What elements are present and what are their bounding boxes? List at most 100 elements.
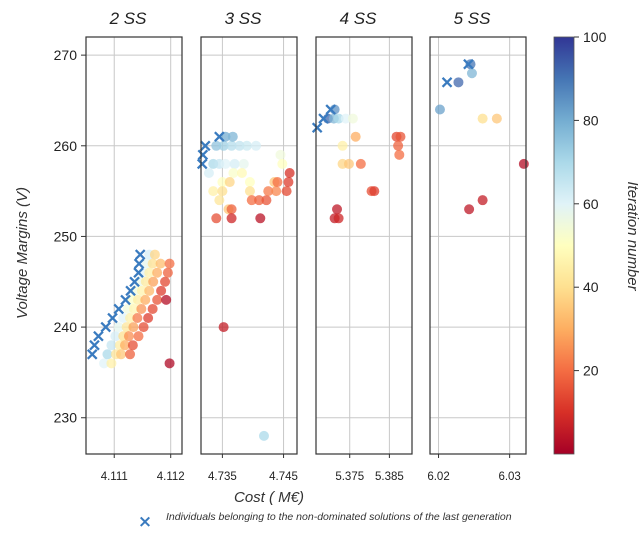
data-point	[347, 113, 358, 124]
data-point	[246, 195, 257, 206]
front-marker	[89, 339, 100, 351]
data-point	[160, 276, 171, 287]
front-marker	[214, 131, 225, 143]
data-point	[102, 349, 113, 360]
data-point	[227, 131, 238, 142]
front-marker-stroke	[125, 285, 136, 297]
y-tick-label: 270	[54, 47, 78, 63]
front-marker-stroke	[197, 149, 209, 161]
data-point	[234, 140, 245, 151]
data-point	[333, 113, 344, 124]
front-marker	[463, 58, 474, 70]
data-point	[281, 186, 292, 197]
data-point	[128, 322, 139, 333]
data-point	[226, 213, 237, 224]
panel-frame	[315, 36, 413, 455]
panel-frame	[429, 36, 527, 455]
front-marker	[197, 149, 209, 161]
y-axis-label: Voltage Margins (V)	[14, 187, 31, 319]
front-marker	[133, 267, 144, 279]
data-point	[211, 140, 222, 151]
data-point	[350, 131, 361, 142]
front-marker-stroke	[133, 267, 144, 279]
legend-marker: ×	[138, 512, 152, 532]
panel-frame	[200, 36, 298, 455]
front-marker	[100, 321, 112, 333]
data-point	[110, 331, 121, 342]
front-marker-stroke	[89, 339, 100, 351]
data-point	[144, 285, 155, 296]
data-point	[138, 322, 149, 333]
data-point	[164, 258, 175, 269]
data-point	[369, 186, 380, 197]
x-tick-label: 4.112	[157, 471, 185, 483]
data-point	[125, 349, 136, 360]
front-marker	[199, 140, 211, 152]
front-marker-stroke	[463, 58, 474, 70]
data-point	[152, 267, 163, 278]
y-tick-label: 240	[54, 319, 78, 335]
colorbar-tick-label: 60	[583, 196, 599, 212]
data-point	[156, 285, 167, 296]
y-axis: 230 240 250 260 270	[54, 47, 86, 426]
data-point	[106, 358, 117, 369]
front-marker	[311, 122, 323, 133]
x-axis-label: Cost ( M€)	[234, 489, 304, 506]
data-point	[132, 294, 143, 305]
data-point	[161, 294, 172, 305]
data-point	[224, 177, 235, 188]
data-point	[343, 158, 354, 169]
data-point	[477, 113, 488, 124]
panel-2ss: 4.111 4.112 2 SS	[85, 9, 185, 483]
colorbar-tick-label: 100	[583, 29, 607, 45]
front-marker-stroke	[441, 77, 453, 88]
front-marker	[113, 303, 125, 315]
data-point	[395, 131, 406, 142]
data-point	[258, 430, 269, 441]
data-point	[284, 167, 295, 178]
data-point	[144, 267, 155, 278]
panel-title: 2 SS	[109, 9, 148, 28]
data-point	[116, 349, 127, 360]
data-point	[283, 177, 294, 188]
panel-frame	[85, 36, 183, 455]
x-tick-label: 5.385	[375, 471, 404, 483]
legend: × Individuals belonging to the non-domin…	[138, 511, 512, 532]
data-point	[254, 195, 265, 206]
front-marker	[129, 276, 140, 288]
y-tick-label: 250	[54, 228, 78, 244]
data-point	[229, 158, 240, 169]
data-point	[136, 303, 147, 314]
data-point	[217, 177, 228, 188]
data-point	[148, 276, 159, 287]
panel-title: 4 SS	[340, 9, 378, 28]
data-point	[164, 358, 175, 369]
data-point	[217, 186, 228, 197]
data-point	[226, 204, 237, 215]
colorbar-tick-label: 20	[583, 363, 599, 379]
front-marker-stroke	[196, 158, 208, 170]
panel-background	[430, 37, 526, 454]
data-point	[140, 294, 151, 305]
data-point	[208, 186, 219, 197]
panels-layer: 4.111 4.112 2 SS 4.735 4.745 3 SS 5.375 5.385 4 …	[85, 9, 529, 483]
data-point	[127, 340, 138, 351]
data-point	[132, 313, 143, 324]
x-tick-label: 6.03	[498, 471, 520, 483]
front-marker	[125, 285, 136, 297]
data-point	[228, 167, 239, 178]
front-marker	[107, 312, 118, 324]
panel-4ss: 5.375 5.385 4 SS	[311, 9, 413, 483]
front-marker	[196, 158, 208, 170]
front-marker-stroke	[311, 122, 323, 133]
data-point	[491, 113, 502, 124]
data-point	[434, 104, 445, 115]
data-point	[453, 77, 464, 88]
front-marker	[133, 258, 145, 269]
front-marker-stroke	[86, 348, 98, 360]
x-tick-label: 4.745	[269, 471, 298, 483]
front-marker-stroke	[100, 321, 112, 333]
colorbar-tick-label: 80	[583, 112, 599, 128]
data-point	[333, 213, 344, 224]
data-point	[244, 177, 255, 188]
